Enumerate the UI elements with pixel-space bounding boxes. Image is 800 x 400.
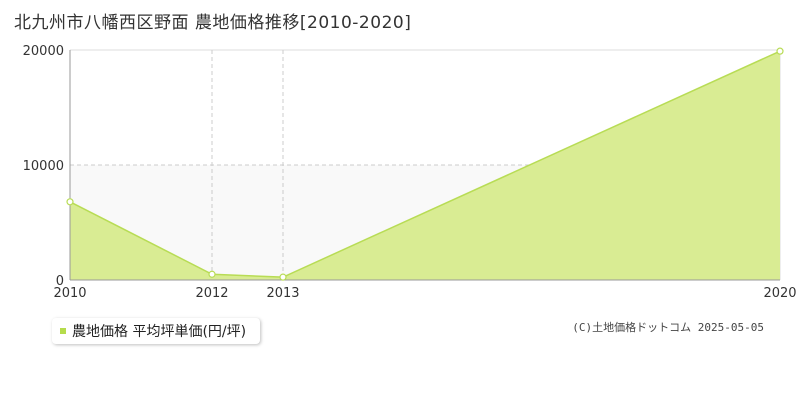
x-tick-label: 2020 xyxy=(763,286,796,301)
x-tick-label: 2013 xyxy=(266,286,299,301)
x-tick-label: 2010 xyxy=(53,286,86,301)
series-area xyxy=(70,51,780,281)
series-line xyxy=(69,50,781,278)
y-tick-label: 0 xyxy=(56,274,64,289)
x-tick-label: 2012 xyxy=(195,286,228,301)
legend-swatch xyxy=(60,328,66,334)
legend-label: 農地価格 平均坪単価(円/坪) xyxy=(72,324,247,340)
data-point xyxy=(208,270,216,278)
legend: 農地価格 平均坪単価(円/坪) xyxy=(52,318,261,344)
chart-title: 北九州市八幡西区野面 農地価格推移[2010-2020] xyxy=(14,13,412,33)
data-point xyxy=(66,198,74,206)
copyright-text: (C)土地価格ドットコム 2025-05-05 xyxy=(572,321,764,334)
data-point xyxy=(279,273,287,281)
y-tick-label: 10000 xyxy=(23,159,64,174)
data-point xyxy=(776,47,784,55)
y-tick-label: 20000 xyxy=(23,44,64,59)
